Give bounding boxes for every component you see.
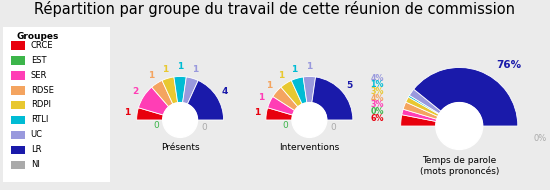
Wedge shape [268,97,295,115]
Text: SER: SER [31,70,47,80]
Text: 1: 1 [162,65,168,74]
Text: 1: 1 [124,108,131,117]
Text: 4%: 4% [370,74,384,82]
Text: 1: 1 [254,108,260,117]
Text: CRCE: CRCE [31,41,53,50]
Wedge shape [406,97,439,116]
Wedge shape [292,77,307,104]
Text: 3%: 3% [370,87,384,96]
Text: 1: 1 [266,81,272,90]
Text: RDSE: RDSE [31,86,53,94]
Circle shape [436,103,483,150]
Text: 0: 0 [283,121,288,130]
Text: 4%: 4% [370,94,384,103]
Bar [12,56,25,65]
Wedge shape [139,87,169,115]
Text: 0%: 0% [534,134,547,143]
Wedge shape [409,89,441,114]
Wedge shape [152,80,173,107]
Bar [12,101,25,109]
Wedge shape [162,77,178,104]
Text: Interventions: Interventions [279,142,339,152]
Wedge shape [414,67,518,126]
Wedge shape [401,115,436,126]
Text: 1: 1 [306,63,312,71]
Wedge shape [281,80,302,107]
Text: UC: UC [31,130,43,139]
Wedge shape [188,80,224,120]
Bar [12,146,25,154]
Text: 0: 0 [153,121,159,130]
Text: 1: 1 [258,93,264,102]
Text: 1: 1 [278,71,284,80]
Wedge shape [402,109,437,121]
Bar [12,131,25,139]
Text: EST: EST [31,56,46,65]
Bar [12,71,25,80]
Wedge shape [273,87,298,111]
Text: 0: 0 [331,123,336,132]
Wedge shape [183,77,198,104]
Wedge shape [312,77,353,120]
Circle shape [163,103,197,137]
Bar [12,86,25,95]
Wedge shape [403,102,438,119]
Wedge shape [266,108,293,120]
Text: 2: 2 [133,87,139,96]
Text: 1: 1 [192,65,198,74]
Text: 1: 1 [148,71,155,80]
FancyBboxPatch shape [0,20,114,189]
Bar [12,116,25,124]
Text: 4: 4 [222,87,228,96]
Wedge shape [303,77,316,103]
Bar [12,41,25,50]
Text: RDPI: RDPI [31,101,51,109]
Circle shape [292,103,327,137]
Text: 76%: 76% [497,59,521,70]
Text: NI: NI [31,160,40,169]
Text: 1: 1 [177,63,183,71]
Wedge shape [136,108,163,120]
Text: Groupes: Groupes [16,32,59,41]
Text: 1%: 1% [370,80,384,89]
Text: LR: LR [31,145,41,154]
Text: 5: 5 [346,81,353,90]
Text: 0%: 0% [370,107,384,116]
Bar [12,161,25,169]
Text: Répartition par groupe du travail de cette réunion de commission: Répartition par groupe du travail de cet… [35,1,515,17]
Text: 3%: 3% [370,101,384,109]
Text: 6%: 6% [370,114,384,123]
Text: 1: 1 [292,65,298,74]
Text: Temps de parole
(mots prononcés): Temps de parole (mots prononcés) [420,156,499,177]
Text: Présents: Présents [161,142,200,152]
Wedge shape [409,95,439,114]
Text: 0: 0 [201,123,207,132]
Text: RTLI: RTLI [31,115,48,124]
Wedge shape [174,77,186,103]
